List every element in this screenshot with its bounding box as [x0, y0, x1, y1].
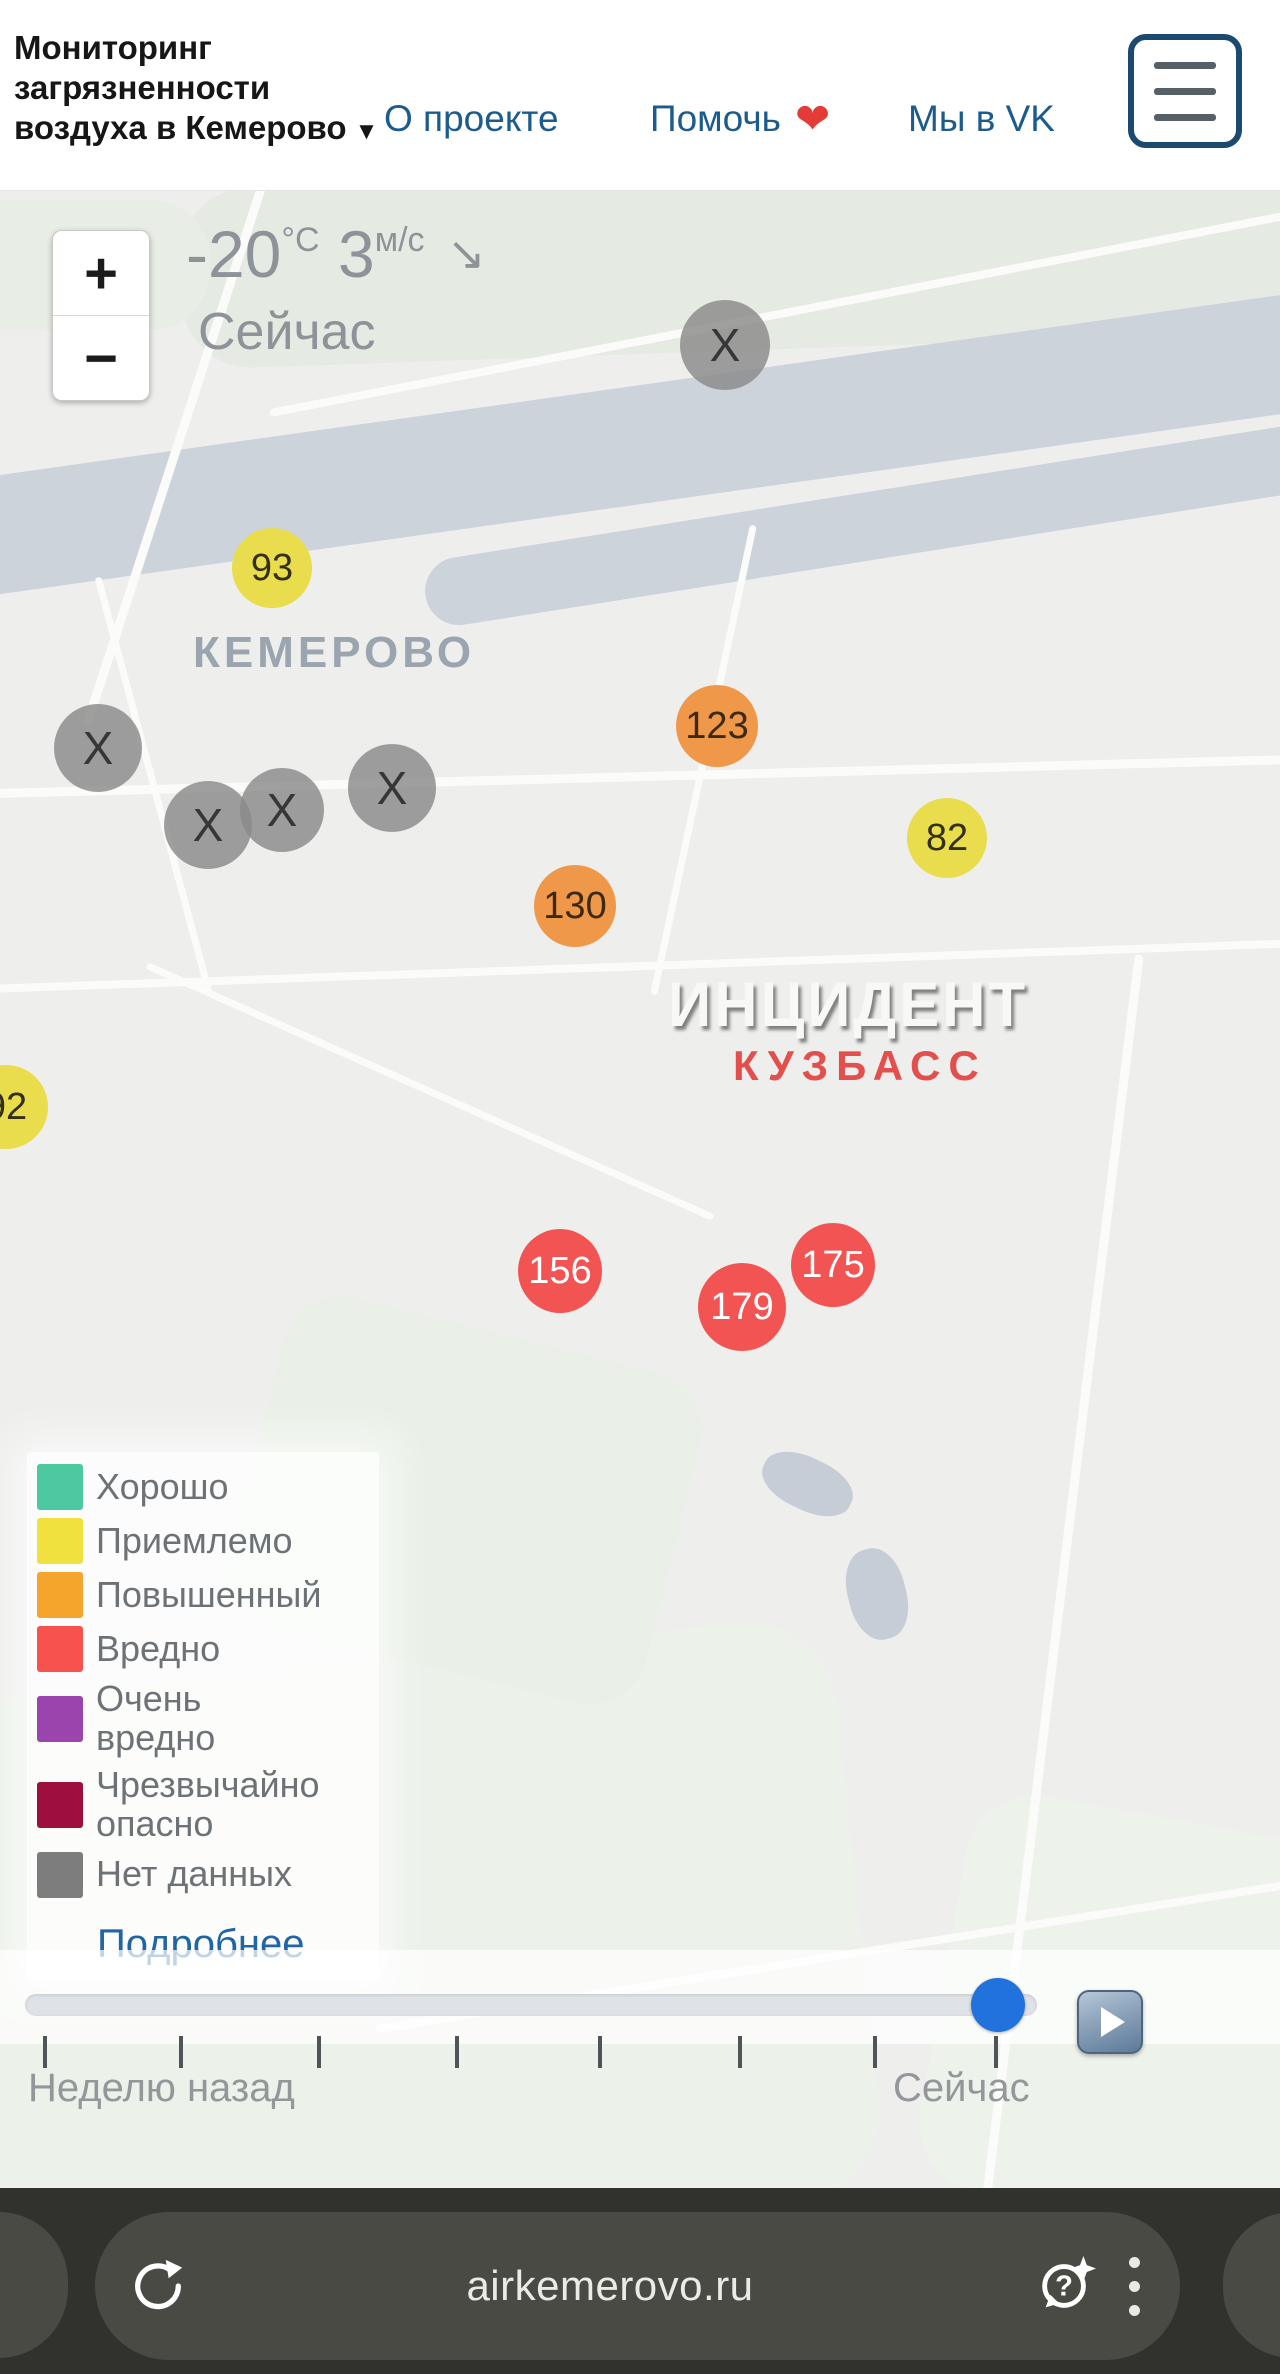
marker-no-data[interactable]: X [240, 768, 324, 852]
legend-swatch [37, 1851, 83, 1898]
wind-speed-value: 3 [338, 217, 375, 291]
timeline-tick [994, 2036, 998, 2068]
marker-aqi[interactable]: 175 [791, 1223, 875, 1307]
legend-row: Нет данных [37, 1851, 369, 1898]
site-title[interactable]: Мониторинг загрязненности воздуха в Кеме… [14, 28, 378, 152]
nav-vk-link[interactable]: Мы в VK [908, 98, 1055, 140]
map-zoom-control: + − [52, 230, 150, 401]
legend-row: Хорошо [37, 1464, 369, 1510]
weather-time-label: Сейчас [198, 303, 376, 361]
legend-row: Чрезвычайно опасно [37, 1763, 369, 1844]
marker-no-data[interactable]: X [680, 300, 770, 390]
legend-label: Вредно [96, 1627, 221, 1669]
title-line-1: Мониторинг [14, 29, 212, 66]
timeline-tick [179, 2036, 183, 2068]
adjacent-tab-left[interactable] [0, 2212, 68, 2358]
weather-overlay: -20°C 3м/с ↘ [186, 216, 486, 292]
nav-vk-label: Мы в VK [908, 98, 1055, 139]
map-road [145, 962, 715, 1221]
timeline-end-label: Сейчас [893, 2066, 1030, 2110]
timeline-tick [43, 2036, 47, 2068]
air-quality-map[interactable]: КЕМЕРОВО ИНЦИДЕНТ КУЗБАСС -20°C 3м/с ↘ С… [0, 190, 1280, 2188]
marker-aqi[interactable]: 156 [518, 1229, 602, 1313]
nav-about-link[interactable]: О проекте [384, 98, 559, 140]
browser-menu-icon[interactable] [1129, 2256, 1140, 2316]
timeline-tick [317, 2036, 321, 2068]
timeline-slider-thumb[interactable] [971, 1978, 1025, 2032]
marker-aqi[interactable]: 82 [907, 798, 987, 878]
timeline-tick [598, 2036, 602, 2068]
legend-swatch [37, 1781, 83, 1828]
chevron-down-icon: ▼ [354, 118, 379, 145]
address-bar[interactable]: airkemerovo.ru ? [95, 2212, 1180, 2360]
temperature-unit: °C [281, 221, 320, 259]
legend-row: Вредно [37, 1626, 369, 1672]
watermark-kuzbass: КУЗБАСС [733, 1042, 987, 1089]
legend-label: Чрезвычайно опасно [96, 1763, 320, 1844]
heart-icon: ❤ [794, 95, 831, 142]
marker-aqi[interactable]: 123 [676, 685, 758, 767]
marker-aqi[interactable]: 93 [232, 528, 312, 608]
nav-about-label: О проекте [384, 98, 559, 139]
timeline-tick [873, 2036, 877, 2068]
legend-rows: Хорошо Приемлемо Повышенный Вредно Очень вре… [37, 1464, 369, 1898]
legend-panel: Хорошо Приемлемо Повышенный Вредно Очень вре… [27, 1452, 379, 1981]
wind-unit: м/с [374, 221, 425, 259]
legend-label: Повышенный [96, 1573, 322, 1615]
play-icon [1101, 2007, 1125, 2037]
legend-swatch [37, 1572, 83, 1618]
legend-label: Нет данных [96, 1853, 292, 1895]
hamburger-menu-button[interactable] [1128, 34, 1242, 148]
legend-swatch [37, 1695, 83, 1742]
site-header: Мониторинг загрязненности воздуха в Кеме… [0, 0, 1280, 191]
chat-help-icon[interactable]: ? [1033, 2254, 1097, 2318]
legend-swatch [37, 1518, 83, 1564]
legend-label: Приемлемо [96, 1519, 293, 1561]
watermark-incident: ИНЦИДЕНТ [668, 969, 1029, 1040]
kebab-dot [1129, 2304, 1140, 2316]
marker-no-data[interactable]: X [348, 744, 436, 832]
timeline-tick [738, 2036, 742, 2068]
adjacent-tab-right[interactable] [1223, 2212, 1280, 2358]
marker-no-data[interactable]: X [54, 704, 142, 792]
marker-aqi[interactable]: 92 [0, 1065, 48, 1149]
hamburger-bar [1154, 113, 1216, 121]
kebab-dot [1129, 2280, 1140, 2292]
timeline-start-label: Неделю назад [28, 2066, 295, 2110]
legend-label: Очень вредно [96, 1678, 216, 1758]
city-label: КЕМЕРОВО [193, 628, 476, 677]
marker-no-data[interactable]: X [164, 781, 252, 869]
legend-row: Очень вредно [37, 1678, 369, 1758]
hamburger-bar [1154, 61, 1216, 69]
zoom-in-button[interactable]: + [53, 231, 149, 315]
nav-donate-link[interactable]: Помочь ❤ [650, 98, 830, 140]
nav-donate-label: Помочь [650, 98, 781, 139]
legend-row: Повышенный [37, 1572, 369, 1618]
reload-icon[interactable] [129, 2257, 187, 2315]
marker-aqi[interactable]: 179 [698, 1263, 786, 1351]
svg-text:?: ? [1055, 2271, 1073, 2303]
play-button[interactable] [1077, 1990, 1143, 2054]
marker-aqi[interactable]: 130 [534, 865, 616, 947]
map-pond [837, 1542, 917, 1646]
legend-label: Хорошо [96, 1465, 229, 1507]
timeline-slider-track[interactable] [25, 1994, 1037, 2016]
map-pond [753, 1440, 862, 1528]
zoom-divider [53, 315, 149, 316]
title-line-3: воздуха в Кемерово [14, 109, 347, 146]
url-text[interactable]: airkemerovo.ru [466, 2262, 754, 2309]
temperature-value: -20 [186, 217, 282, 291]
title-line-2: загрязненности [14, 69, 271, 106]
zoom-out-button[interactable]: − [53, 316, 149, 400]
wind-direction-icon: ↘ [447, 227, 486, 279]
legend-swatch [37, 1626, 83, 1672]
legend-row: Приемлемо [37, 1518, 369, 1564]
legend-swatch [37, 1464, 83, 1510]
kebab-dot [1129, 2256, 1140, 2268]
hamburger-bar [1154, 87, 1216, 95]
browser-bottom-bar: airkemerovo.ru ? [0, 2188, 1280, 2374]
timeline-tick [455, 2036, 459, 2068]
